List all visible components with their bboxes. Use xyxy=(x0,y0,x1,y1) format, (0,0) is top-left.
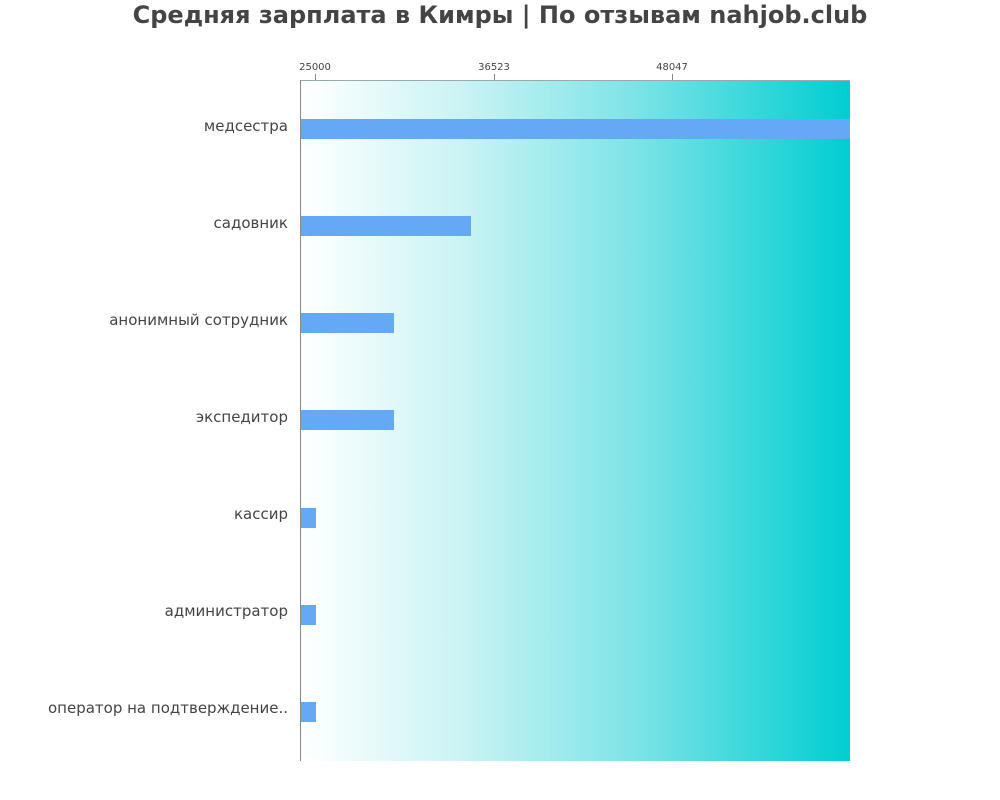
x-tick-label: 48047 xyxy=(656,62,688,73)
chart-title: Средняя зарплата в Кимры | По отзывам na… xyxy=(132,1,868,29)
category-label: экспедитор xyxy=(195,408,288,426)
category-label: анонимный сотрудник xyxy=(109,311,288,329)
x-tick-mark xyxy=(672,74,673,80)
category-label: кассир xyxy=(233,505,288,523)
x-tick-mark xyxy=(315,74,316,80)
bar xyxy=(301,216,471,236)
category-label: администратор xyxy=(164,602,288,620)
bar xyxy=(301,508,316,528)
category-label: медсестра xyxy=(203,117,288,135)
x-tick-label: 36523 xyxy=(478,62,510,73)
x-tick-label: 25000 xyxy=(299,62,331,73)
bar xyxy=(301,313,394,333)
bar xyxy=(301,119,850,139)
bar xyxy=(301,605,316,625)
bar xyxy=(301,702,316,722)
category-label: оператор на подтверждение.. xyxy=(47,699,288,717)
bar xyxy=(301,410,394,430)
category-label: садовник xyxy=(213,214,288,232)
x-tick-mark xyxy=(494,74,495,80)
